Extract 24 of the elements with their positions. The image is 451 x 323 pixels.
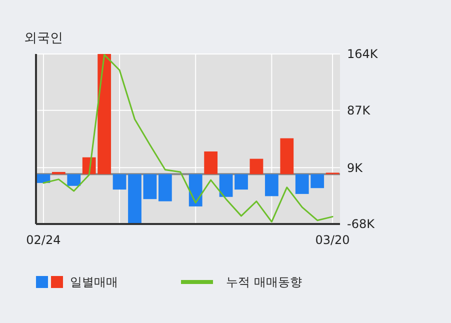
bar — [204, 151, 218, 174]
line-series — [42, 54, 334, 223]
bar — [128, 174, 142, 224]
chart-title: 외국인 — [24, 31, 63, 46]
bar — [158, 174, 172, 202]
bar — [52, 172, 66, 174]
x-tick-label: 03/20 — [315, 233, 350, 247]
legend-label: 일별매매 — [70, 275, 118, 290]
bar — [250, 158, 264, 174]
bar — [112, 174, 126, 190]
bar — [143, 174, 157, 200]
bar — [280, 138, 294, 174]
y-tick-label: 87K — [347, 104, 372, 118]
bar — [234, 174, 248, 190]
y-tick-label: 164K — [347, 47, 379, 62]
x-tick-label: 02/24 — [26, 233, 61, 247]
bar — [67, 174, 81, 186]
y-tick-label: -68K — [347, 217, 376, 232]
bar — [188, 174, 202, 206]
bar — [36, 174, 50, 183]
legend-label: 누적 매매동향 — [226, 275, 302, 290]
bar — [219, 174, 233, 197]
y-tick-label: 9K — [347, 160, 364, 175]
bar — [264, 174, 278, 196]
